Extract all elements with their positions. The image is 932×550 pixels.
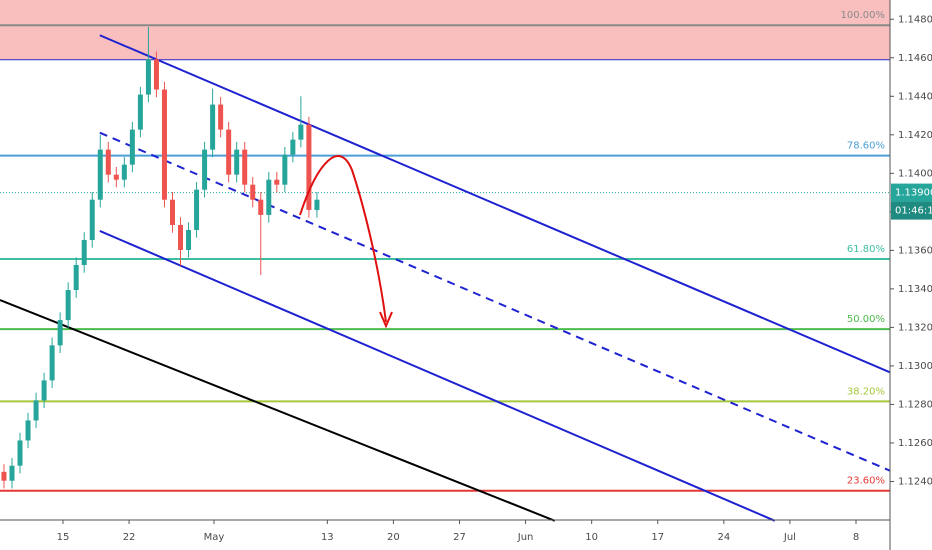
candle-body (266, 179, 272, 215)
candle-body (169, 199, 175, 225)
candle-body (137, 94, 143, 130)
resistance-zone (0, 0, 890, 60)
x-tick-label: 20 (387, 532, 400, 543)
candle-body (298, 124, 304, 140)
candle-body (306, 124, 312, 210)
x-tick-label: 13 (321, 532, 334, 543)
countdown-label: 01:46:12 (895, 206, 932, 217)
x-tick-label: 8 (853, 532, 859, 543)
candle-body (89, 199, 95, 240)
x-tick-label: Jun (517, 532, 534, 543)
candle-body (73, 265, 79, 291)
candle-body (9, 465, 15, 481)
fib-label: 78.60% (847, 141, 885, 152)
candle-body (242, 149, 248, 185)
x-tick-label: May (204, 532, 225, 543)
trendline (0, 299, 556, 522)
candle-body (258, 199, 264, 215)
candle-body (226, 129, 232, 175)
x-tick-label: 15 (57, 532, 70, 543)
y-tick-label: 1.13400 (898, 284, 932, 295)
y-tick-label: 1.12800 (898, 399, 932, 410)
candle-body (290, 139, 296, 155)
candle-body (97, 149, 103, 200)
arrow-head (379, 311, 393, 329)
candle-body (1, 471, 7, 481)
y-tick-label: 1.14400 (898, 91, 932, 102)
y-tick-label: 1.14000 (898, 168, 932, 179)
candle-body (274, 179, 280, 185)
y-tick-label: 1.12400 (898, 476, 932, 487)
x-tick-label: 10 (585, 532, 598, 543)
candle-body (105, 149, 111, 175)
candle-body (250, 184, 256, 200)
y-tick-label: 1.14200 (898, 130, 932, 141)
candle-body (202, 149, 208, 190)
candle-body (234, 149, 240, 175)
fib-label: 61.80% (847, 244, 885, 255)
candle-body (145, 59, 151, 95)
candle-body (282, 154, 288, 185)
candle-body (33, 400, 39, 421)
plot-area: 100.00% 78.60% 61.80% 50.00% 38.20% 23.60% (0, 0, 891, 522)
countdown-tag (891, 201, 932, 220)
candle-body (129, 129, 135, 165)
candle-body (186, 229, 192, 250)
candle-body (57, 320, 63, 346)
x-tick-label: 24 (717, 532, 730, 543)
x-tick-label: 22 (123, 532, 136, 543)
y-tick-label: 1.13600 (898, 245, 932, 256)
candle-body (153, 59, 159, 90)
y-tick-label: 1.12600 (898, 438, 932, 449)
y-tick-label: 1.13000 (898, 361, 932, 372)
candle-body (178, 224, 184, 250)
candle-body (17, 440, 23, 466)
fib-label: 38.20% (847, 386, 885, 397)
trendline (99, 229, 776, 522)
candle-body (314, 199, 320, 210)
candle-body (25, 420, 31, 441)
candle-body (161, 89, 167, 200)
trendline (99, 131, 891, 472)
candle-body (113, 174, 119, 180)
y-tick-label: 1.13200 (898, 322, 932, 333)
candle-body (81, 239, 87, 266)
fib-label: 100.00% (841, 10, 886, 21)
projection-arrow (299, 155, 387, 323)
candle-body (121, 164, 127, 180)
x-tick-label: 17 (651, 532, 664, 543)
x-tick-label: 27 (453, 532, 466, 543)
candle-body (218, 104, 224, 130)
candle-body (41, 380, 47, 401)
fib-label: 23.60% (847, 476, 885, 487)
x-tick-label: Jul (783, 532, 796, 543)
fib-label: 50.00% (847, 314, 885, 325)
candle-body (49, 345, 55, 381)
price-tag (891, 183, 932, 202)
trendline (99, 34, 891, 374)
y-tick-label: 1.14800 (898, 14, 932, 25)
candle-body (65, 290, 71, 321)
candle-body (210, 104, 216, 150)
candle-body (194, 189, 200, 230)
y-tick-label: 1.14600 (898, 53, 932, 64)
